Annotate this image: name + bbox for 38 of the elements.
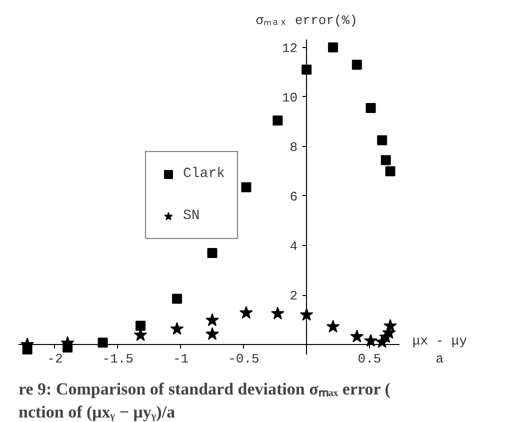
y-tick-label: 4 [290,239,298,254]
legend-label: Clark [183,166,226,182]
point [350,330,364,342]
text: nction of (μxᵧ − μyᵧ)/a [18,402,176,422]
point [136,320,146,331]
x-tick-label: 0.5 [358,352,382,367]
point [170,322,184,335]
point [206,313,219,326]
x-tick-label: -0.5 [228,352,260,367]
y-tick-label: 12 [282,40,298,56]
point [326,320,340,333]
y-tick-label: 2 [290,288,298,304]
text: re 9: Comparison of standard deviation σₘₐₓ error ( [18,380,391,398]
point [380,155,391,166]
point [328,42,338,52]
point [207,248,218,258]
legend-label: SN [183,208,201,224]
point [366,103,376,114]
point [240,306,253,319]
point [385,166,396,176]
y-tick-label: 6 [290,189,298,204]
x-tick-label: -2 [47,352,63,367]
point [272,115,283,126]
x-tick-label: -1.5 [102,352,134,367]
point [352,60,362,70]
x-tick-label: -1 [172,352,189,367]
y-axis-title: σₘₐₓ error(%) [256,12,358,28]
point [270,306,284,320]
y-tick-label: 8 [290,140,298,155]
point [172,294,182,304]
point [377,135,388,146]
point [241,182,252,192]
y-tick-label: 10 [282,90,298,106]
point [206,327,219,340]
point [302,64,312,75]
point [98,338,108,348]
point [384,319,397,332]
x-axis-title: μx - μy a [412,334,468,367]
